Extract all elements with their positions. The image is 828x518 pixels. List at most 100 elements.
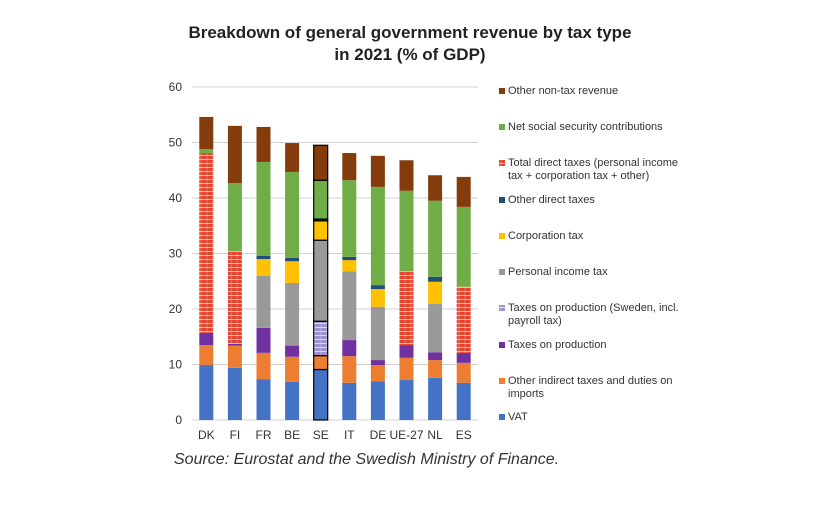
bar-segment	[342, 271, 357, 341]
bar-stack-fi	[227, 125, 242, 420]
legend-label: Corporation tax	[508, 230, 584, 242]
bar-segment	[399, 271, 414, 346]
bar-segment	[370, 186, 385, 286]
bar-segment	[227, 345, 242, 368]
x-tick-label: ES	[456, 428, 472, 442]
bar-segment	[428, 175, 443, 201]
y-tick-label: 0	[175, 413, 182, 427]
y-tick-label: 10	[169, 358, 183, 372]
bar-segment	[313, 355, 329, 371]
bar-segment	[256, 379, 271, 420]
bar-stack-fr	[256, 126, 271, 420]
legend-label: Other indirect taxes and duties on	[508, 375, 672, 387]
legend-item: Net social security contributions	[499, 121, 663, 133]
x-tick-label: DK	[198, 428, 215, 442]
bar-stack-ue-27	[399, 160, 414, 420]
legend-label: VAT	[508, 411, 528, 423]
bar-segment	[256, 161, 271, 256]
bar-segment	[285, 345, 300, 357]
bar-segment	[370, 381, 385, 420]
bar-stack-de	[370, 155, 385, 420]
bar-segment	[456, 206, 471, 287]
bar-segment	[256, 352, 271, 380]
bar-segment	[285, 143, 300, 172]
bar-segment	[199, 149, 214, 154]
bar-segment	[285, 356, 300, 382]
x-tick-label: IT	[344, 428, 355, 442]
bar-segment	[428, 281, 443, 305]
bar-segment	[285, 261, 300, 283]
bar-segment	[370, 285, 385, 290]
legend-swatch	[499, 197, 505, 203]
bar-segment	[428, 304, 443, 353]
bar-segment	[456, 362, 471, 383]
legend-swatch	[499, 124, 505, 130]
bar-segment	[313, 368, 329, 421]
legend-swatch	[499, 160, 505, 166]
bar-segment	[456, 382, 471, 420]
bar-segment	[342, 153, 357, 181]
bar-segment	[256, 327, 271, 353]
bar-segment	[285, 381, 300, 420]
bar-segment	[456, 286, 471, 353]
legend-swatch	[499, 233, 505, 239]
bar-segment	[227, 367, 242, 420]
legend-item: Taxes on production (Sweden, incl.payrol…	[499, 302, 679, 327]
bar-segment	[399, 380, 414, 420]
bar-segment	[428, 360, 443, 378]
bar-segment	[313, 144, 329, 181]
bar-segment	[370, 365, 385, 382]
legend-item: Other non-tax revenue	[499, 85, 618, 97]
x-tick-label: DE	[370, 428, 387, 442]
bar-segment	[313, 239, 329, 322]
bar-segment	[199, 153, 214, 333]
legend-label: Personal income tax	[508, 266, 608, 278]
y-tick-label: 20	[169, 302, 183, 316]
bar-segment	[370, 360, 385, 366]
bar-segment	[342, 356, 357, 383]
legend-label: Taxes on production (Sweden, incl.	[508, 302, 679, 314]
legend-label: Taxes on production	[508, 339, 606, 351]
bar-stack-dk	[199, 116, 214, 420]
bar-segment	[313, 179, 329, 220]
bar-stack-be	[285, 143, 300, 420]
legend-swatch	[499, 305, 505, 311]
bar-segment	[399, 345, 414, 358]
bar-stack-se	[313, 144, 329, 421]
bar-stack-it	[342, 153, 357, 420]
legend-swatch	[499, 88, 505, 94]
legend-swatch	[499, 414, 505, 420]
legend-label: payroll tax)	[508, 315, 562, 327]
legend-swatch	[499, 342, 505, 348]
chart-title-line-1: Breakdown of general government revenue …	[188, 23, 632, 42]
bar-segment	[342, 180, 357, 257]
bar-segment	[370, 289, 385, 307]
bar-segment	[199, 345, 214, 366]
x-tick-label: NL	[427, 428, 443, 442]
y-tick-label: 40	[169, 191, 183, 205]
legend-label: imports	[508, 388, 545, 400]
bar-segment	[342, 256, 357, 261]
source-note: Source: Eurostat and the Swedish Ministr…	[174, 451, 560, 468]
bar-segment	[199, 365, 214, 420]
legend-swatch	[499, 269, 505, 275]
x-tick-label: FI	[230, 428, 241, 442]
bar-segment	[370, 306, 385, 361]
bar-segment	[342, 260, 357, 272]
legend-item: Personal income tax	[499, 266, 608, 278]
legend-label: Net social security contributions	[508, 121, 663, 133]
chart-title-line-2: in 2021 (% of GDP)	[334, 45, 486, 64]
x-tick-label: UE-27	[389, 428, 423, 442]
bar-segment	[199, 116, 214, 150]
bar-segment	[227, 125, 242, 184]
x-tick-label: FR	[256, 428, 272, 442]
legend-label: Other non-tax revenue	[508, 85, 618, 97]
bar-segment	[399, 160, 414, 191]
bar-segment	[370, 155, 385, 187]
bar-stack-nl	[428, 175, 443, 420]
bar-segment	[256, 255, 271, 260]
y-tick-label: 50	[169, 136, 183, 150]
y-tick-label: 30	[169, 247, 183, 261]
legend-label: Other direct taxes	[508, 194, 595, 206]
